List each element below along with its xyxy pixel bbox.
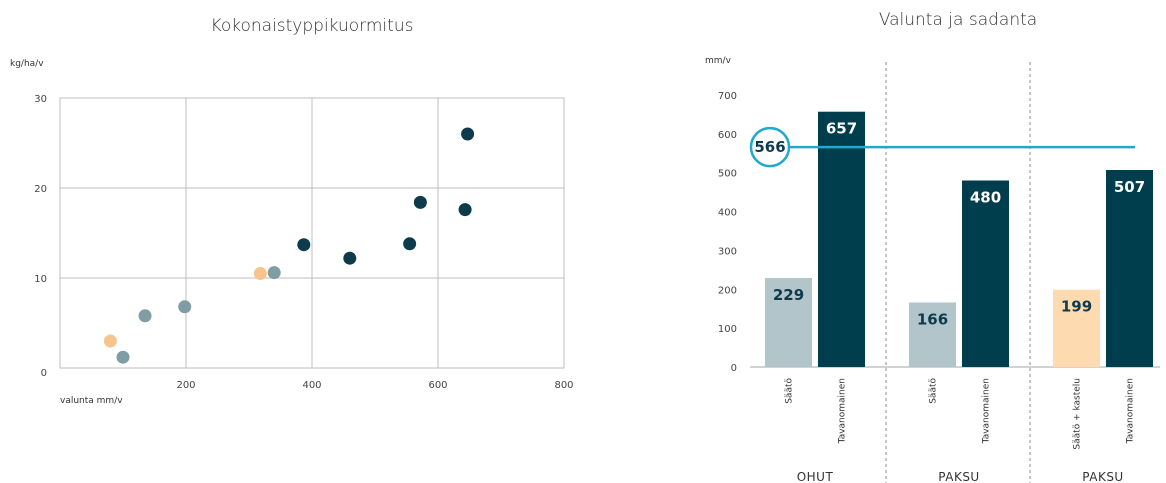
bar-y-tick-label: 600 (718, 130, 737, 141)
scatter-x-tick-label: 400 (302, 380, 321, 391)
bar-value-label: 229 (773, 286, 804, 304)
bar-y-tick-label: 300 (718, 246, 737, 257)
bar (818, 111, 865, 367)
bar-category-label: Säätö (929, 378, 939, 404)
bar-group-label: PAKSU (938, 470, 979, 483)
scatter-x-tick-label: 200 (176, 380, 195, 391)
scatter-x-unit: valunta mm/v (60, 396, 123, 406)
scatter-point (403, 237, 417, 251)
bar-category-label: Tavanomainen (982, 378, 992, 444)
bar-category-labels: Säätö Tavanomainen Säätö Tavanomainen Säätö … (785, 378, 1136, 450)
scatter-point (103, 334, 117, 348)
scatter-points (103, 127, 475, 364)
scatter-point (116, 350, 130, 364)
scatter-point (267, 266, 281, 280)
bar-group-label: OHUT (797, 470, 834, 483)
bar (1106, 169, 1153, 367)
scatter-point (178, 300, 192, 314)
bar-title: Valunta ja sadanta (879, 10, 1037, 30)
scatter-y-tick-label: 20 (34, 184, 47, 195)
bar-y-tick-label: 400 (718, 208, 737, 219)
scatter-point (461, 127, 475, 141)
bar-value-label: 507 (1114, 178, 1145, 196)
bar-category-label: Tavanomainen (838, 378, 848, 444)
bar-chart: Valunta ja sadanta mm/v 0 100 200 300 400 500… (705, 10, 1160, 483)
bar-group-labels: OHUT PAKSU PAKSU (797, 470, 1124, 483)
scatter-title: Kokonaistyppikuormitus (211, 16, 414, 36)
reference-line-badge (749, 126, 791, 168)
scatter-y-tick-label: 30 (34, 94, 47, 105)
bar-y-tick-label: 700 (718, 91, 737, 102)
reference-line: 566 (749, 126, 1135, 168)
bar-category-label: Säätö + kastelu (1073, 378, 1083, 450)
bar (1053, 289, 1100, 367)
scatter-point (343, 251, 357, 265)
bar-value-label: 657 (826, 120, 857, 138)
scatter-x-tick-label: 600 (428, 380, 447, 391)
bar-value-label: 166 (917, 310, 948, 328)
bar-y-tick-label: 100 (718, 324, 737, 335)
bar (962, 180, 1009, 367)
scatter-point (297, 238, 311, 252)
bar (909, 302, 956, 367)
bar-y-tick-label: 0 (731, 363, 737, 374)
scatter-point (458, 203, 472, 217)
bar-separators (885, 62, 1031, 483)
scatter-point (413, 195, 427, 209)
scatter-y-unit: kg/ha/v (10, 59, 44, 69)
scatter-grid (59, 97, 565, 369)
bar-y-tick-label: 500 (718, 169, 737, 180)
scatter-ticks: 0 10 20 30 200 400 600 800 (34, 94, 573, 391)
scatter-chart: Kokonaistyppikuormitus kg/ha/v valunta m… (10, 16, 574, 406)
bar-y-tick-label: 200 (718, 285, 737, 296)
bar-category-label: Säätö (785, 378, 795, 404)
reference-line-label: 566 (754, 138, 785, 156)
bar-value-label: 199 (1061, 298, 1092, 316)
bar-value-label: 480 (970, 188, 1001, 206)
bar-group-label: PAKSU (1082, 470, 1123, 483)
bar-y-unit: mm/v (705, 56, 732, 66)
scatter-y-tick-label: 0 (41, 368, 47, 379)
bar-category-label: Tavanomainen (1126, 378, 1136, 444)
scatter-point (253, 267, 267, 280)
scatter-y-tick-label: 10 (34, 274, 47, 285)
bar (765, 278, 812, 367)
bar-bars: 229 657 166 480 199 507 (765, 111, 1153, 367)
scatter-x-tick-label: 800 (554, 380, 573, 391)
scatter-point (138, 309, 152, 323)
